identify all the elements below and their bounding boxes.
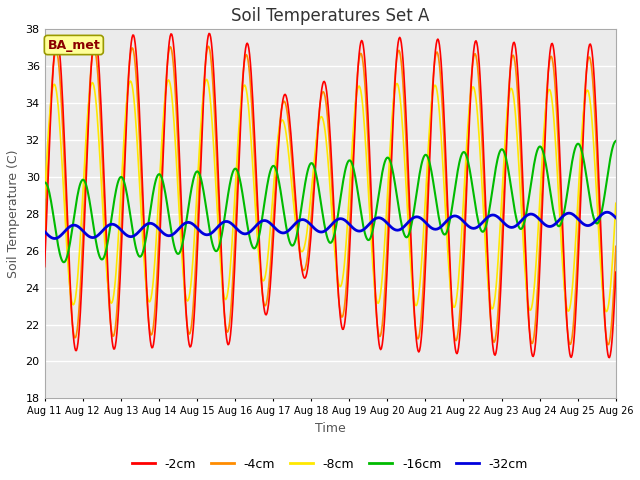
-32cm [199, 230, 207, 236]
-4cm [612, 243, 620, 249]
Y-axis label: Soil Temperature (C): Soil Temperature (C) [7, 150, 20, 278]
Line: -4cm: -4cm [45, 46, 616, 345]
-16cm [169, 235, 177, 241]
-32cm [52, 236, 60, 241]
-16cm [401, 232, 408, 238]
-4cm [110, 333, 118, 339]
Legend: -2cm, -4cm, -8cm, -16cm, -32cm: -2cm, -4cm, -8cm, -16cm, -32cm [127, 453, 533, 476]
-8cm [401, 156, 408, 161]
-8cm [417, 265, 425, 271]
-2cm [198, 133, 205, 139]
-8cm [168, 92, 175, 98]
-32cm [604, 209, 611, 215]
-2cm [205, 31, 213, 36]
-2cm [612, 269, 620, 275]
-8cm [41, 195, 49, 201]
-8cm [602, 309, 610, 314]
-4cm [401, 107, 408, 112]
X-axis label: Time: Time [315, 421, 346, 434]
Text: BA_met: BA_met [47, 38, 100, 51]
-4cm [51, 50, 59, 56]
-2cm [417, 337, 425, 343]
-2cm [168, 31, 175, 37]
-4cm [204, 43, 212, 49]
-16cm [60, 259, 67, 265]
-16cm [41, 180, 49, 185]
-2cm [401, 81, 408, 87]
-16cm [417, 163, 425, 168]
Line: -2cm: -2cm [45, 34, 616, 358]
-16cm [199, 184, 207, 190]
-16cm [612, 138, 620, 144]
-2cm [605, 355, 613, 360]
-32cm [41, 228, 49, 234]
-32cm [51, 236, 59, 241]
Line: -8cm: -8cm [45, 79, 616, 312]
-8cm [110, 292, 118, 298]
-8cm [198, 108, 205, 114]
-8cm [203, 76, 211, 82]
-4cm [604, 342, 612, 348]
-2cm [51, 44, 59, 50]
-32cm [169, 232, 177, 238]
-32cm [111, 222, 118, 228]
-4cm [168, 48, 175, 53]
-32cm [417, 216, 425, 221]
Line: -32cm: -32cm [45, 212, 616, 239]
-4cm [198, 118, 205, 124]
-16cm [111, 196, 118, 202]
Line: -16cm: -16cm [45, 141, 616, 262]
-4cm [417, 315, 425, 321]
-2cm [41, 264, 49, 269]
-8cm [612, 200, 620, 206]
-8cm [51, 82, 59, 88]
Title: Soil Temperatures Set A: Soil Temperatures Set A [231, 7, 429, 25]
-2cm [110, 346, 118, 352]
-32cm [401, 223, 408, 229]
-32cm [612, 215, 620, 221]
-4cm [41, 238, 49, 244]
-16cm [51, 223, 59, 229]
